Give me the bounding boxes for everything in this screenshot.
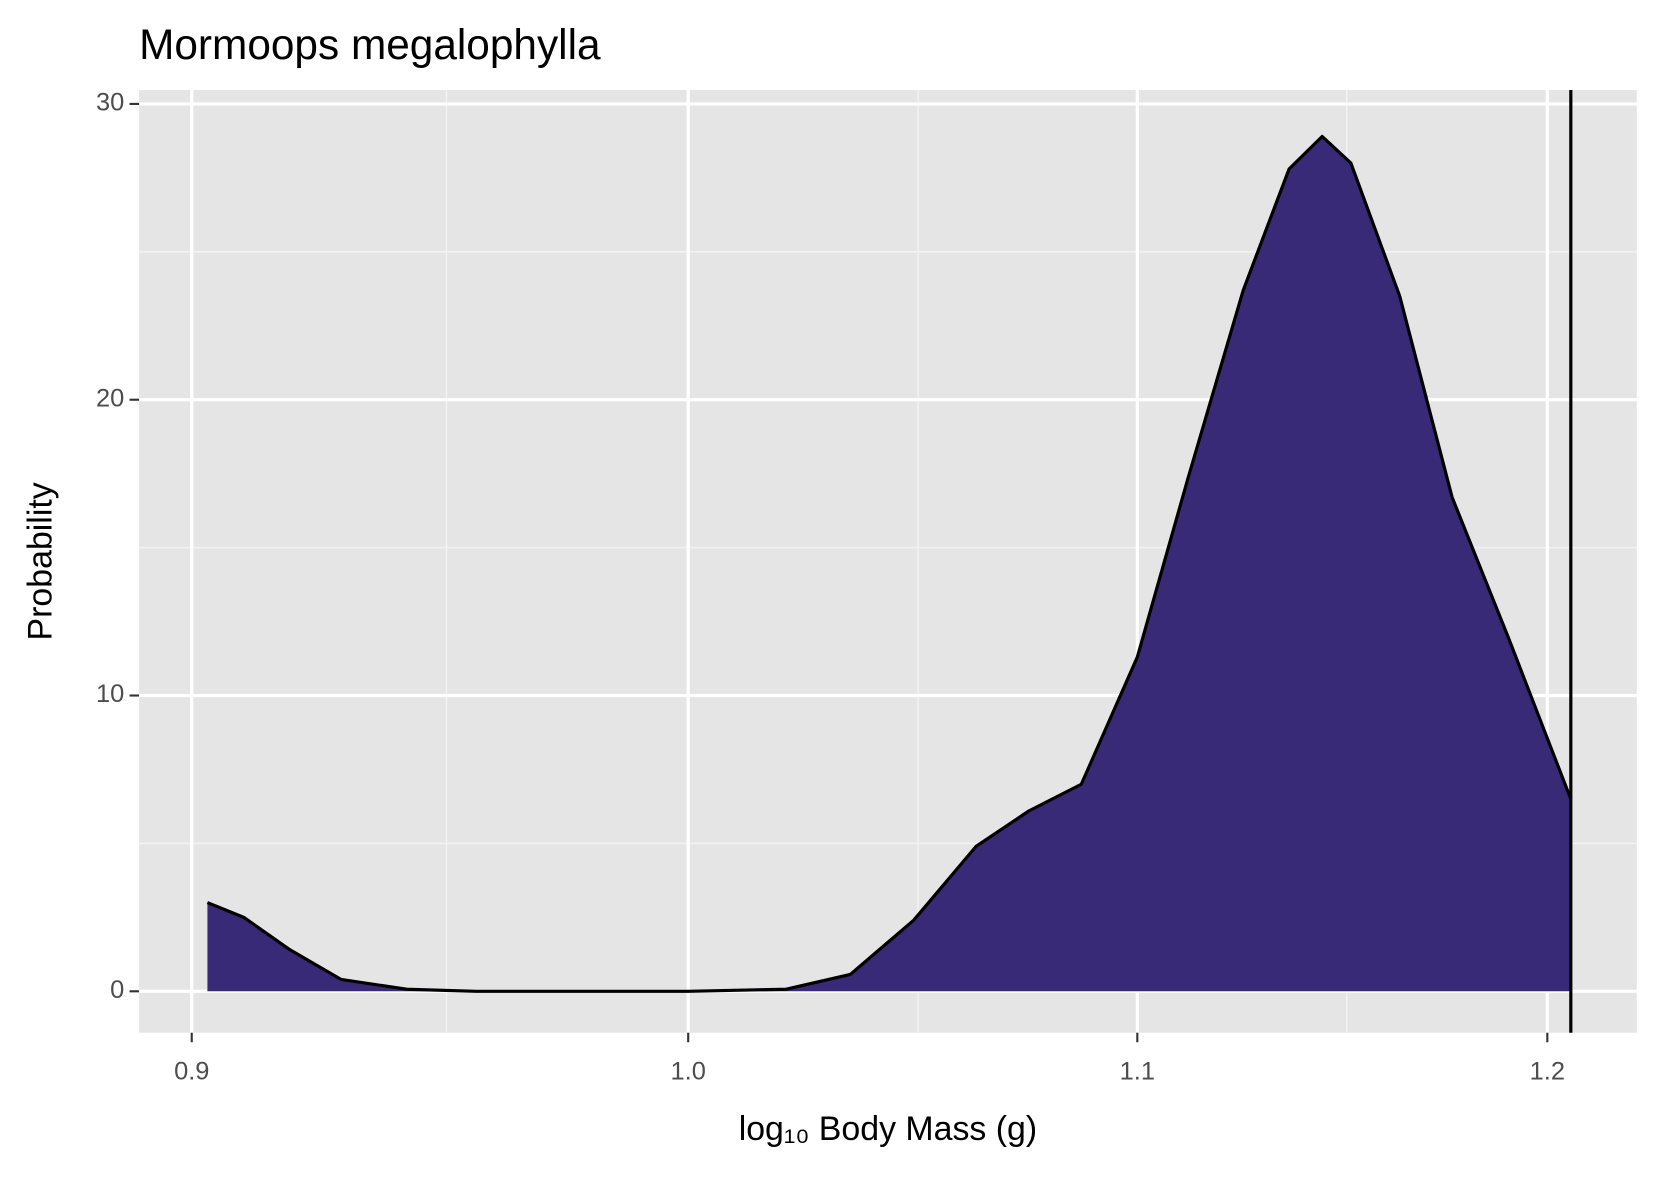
- y-tick-label: 20: [96, 384, 124, 412]
- y-axis-label: Probability: [22, 482, 60, 640]
- marks: [206, 90, 1573, 1033]
- x-tick-label: 1.1: [1120, 1058, 1155, 1086]
- x-tick-label: 1.0: [671, 1058, 706, 1086]
- x-tick-label: 1.2: [1530, 1058, 1565, 1086]
- density-line: [206, 134, 1573, 993]
- chart-title: Mormoops megalophylla: [139, 21, 601, 68]
- y-tick-label: 10: [96, 680, 124, 708]
- y-tick-label: 30: [96, 89, 124, 117]
- y-tick-label: 0: [110, 976, 124, 1004]
- x-axis-label: log₁₀ Body Mass (g): [739, 1110, 1037, 1148]
- x-tick-label: 0.9: [174, 1058, 209, 1086]
- density-area: [207, 136, 1571, 992]
